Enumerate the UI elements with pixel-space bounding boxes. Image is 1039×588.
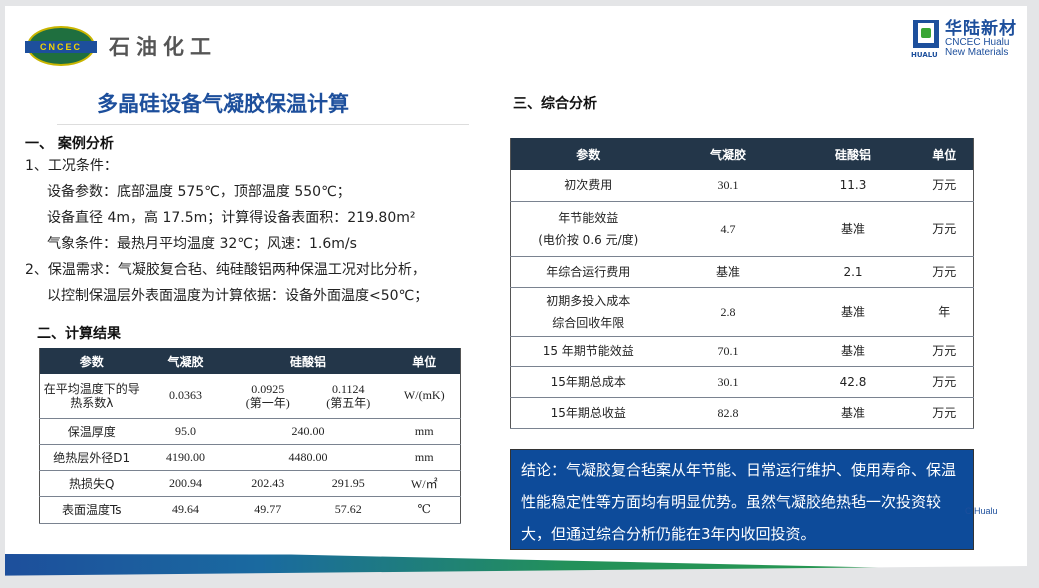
table-row: 15 年期节能效益 70.1 基准 万元 [510, 336, 974, 367]
cell-unit: 万元 [915, 201, 974, 257]
hualu-mark-icon: HUALU [911, 20, 941, 60]
table-row: 热损失Q 200.94 202.43 291.95 W/㎡ [39, 470, 461, 497]
cell-unit: 万元 [915, 366, 974, 398]
section2-heading: 二、计算结果 [37, 326, 121, 342]
section3-heading: 三、综合分析 [513, 96, 597, 112]
conclusion-box: 结论：气凝胶复合毡案从年节能、日常运行维护、使用寿命、保温性能稳定性等方面均有明… [510, 449, 974, 550]
cell-al: 2.1 [790, 256, 916, 288]
cell-param: 15年期总收益 [510, 397, 666, 429]
watermark: C Hualu [965, 506, 998, 516]
page-title: 多晶硅设备气凝胶保温计算 [97, 92, 349, 116]
table-row: 年综合运行费用 基准 2.1 万元 [510, 256, 974, 288]
cell-unit: 万元 [915, 336, 974, 367]
cell-aerogel: 30.1 [665, 366, 791, 398]
analysis-table: 参数 气凝胶 硅酸铝 单位 初次费用 30.1 11.3 万元 年节能效益 (电价按 0.6 … [510, 138, 974, 429]
cell-al: 基准 [790, 201, 916, 257]
table-row: 15年期总成本 30.1 42.8 万元 [510, 366, 974, 398]
cell-unit: 万元 [915, 397, 974, 429]
divider [57, 124, 469, 125]
cell-aerogel: 70.1 [665, 336, 791, 367]
table-row: 年节能效益 (电价按 0.6 元/度) 4.7 基准 万元 [510, 201, 974, 257]
cell-param: 初次费用 [510, 170, 666, 202]
cell-al: 基准 [790, 336, 916, 367]
cell-al: 基准 [790, 287, 916, 337]
cell-param: 初期多投入成本 综合回收年限 [510, 287, 666, 337]
cell-param: 年节能效益 (电价按 0.6 元/度) [510, 201, 666, 257]
logo-name: 石油化工 [109, 34, 217, 59]
cell-aerogel: 基准 [665, 256, 791, 288]
section1-heading: 一、 案例分析 [25, 136, 114, 152]
cell-aerogel: 30.1 [665, 170, 791, 202]
cell-aerogel: 82.8 [665, 397, 791, 429]
hualu-logo: HUALU 华陆新材 CNCEC Hualu New Materials [911, 19, 1017, 60]
cell-al: 基准 [790, 397, 916, 429]
table-row: 在平均温度下的导热系数λ 0.0363 0.0925 (第一年) 0.1124 (第五… [39, 374, 461, 419]
cncec-logo: CNCEC 石油化工 [25, 26, 217, 66]
cell-aerogel: 4.7 [665, 201, 791, 257]
cell-unit: 万元 [915, 256, 974, 288]
cell-unit: 万元 [915, 170, 974, 202]
section1-body: 1、工况条件： 设备参数：底部温度 575℃，顶部温度 550℃； 设备直径 4… [25, 158, 429, 304]
globe-icon: CNCEC [25, 26, 97, 66]
results-table: 参数 气凝胶 硅酸铝 单位 在平均温度下的导热系数λ 0.0363 0.0925 (第一年… [39, 348, 461, 524]
cell-unit: 年 [915, 287, 974, 337]
cell-param: 年综合运行费用 [510, 256, 666, 288]
table-row: 绝热层外径D1 4190.00 4480.00 mm [39, 444, 461, 471]
cell-aerogel: 2.8 [665, 287, 791, 337]
slide: CNCEC 石油化工 HUALU 华陆新材 CNCEC Hualu New Ma… [5, 6, 1027, 582]
table-row: 保温厚度 95.0 240.00 mm [39, 418, 461, 445]
cell-param: 15 年期节能效益 [510, 336, 666, 367]
cell-al: 42.8 [790, 366, 916, 398]
table-row: 初次费用 30.1 11.3 万元 [510, 170, 974, 202]
table-row: 15年期总收益 82.8 基准 万元 [510, 397, 974, 429]
table-row: 初期多投入成本 综合回收年限 2.8 基准年 [510, 287, 974, 337]
table-row: 表面温度Ts 49.64 49.77 57.62 ℃ [39, 496, 461, 524]
cell-param: 15年期总成本 [510, 366, 666, 398]
cell-al: 11.3 [790, 170, 916, 202]
